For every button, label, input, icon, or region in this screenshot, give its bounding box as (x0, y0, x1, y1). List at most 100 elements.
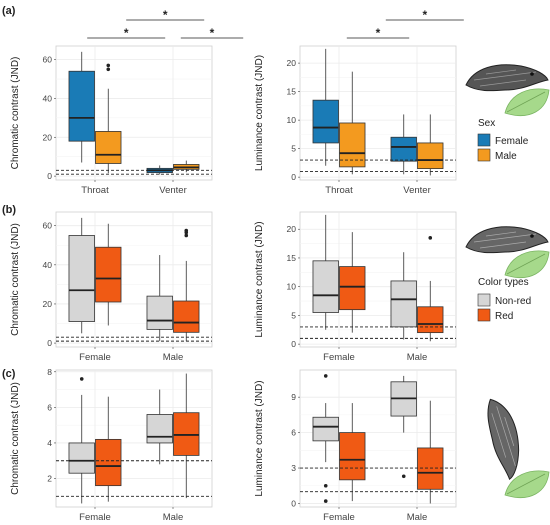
outlier-point (184, 228, 189, 233)
box-body (417, 306, 444, 334)
x-tick-label: Female (323, 512, 355, 523)
panel-label-c: (c) (2, 368, 16, 380)
chart-a-left: 0 20 40 60 Throat Venter Chromatic contrast (J… (10, 8, 244, 196)
significance-star: * (210, 26, 215, 40)
y-tick-label: 9 (291, 392, 296, 402)
y-tick-label: 3 (291, 463, 296, 473)
legend-title: Sex (478, 118, 495, 129)
box-male-throat (95, 63, 122, 174)
outlier-point (428, 236, 433, 240)
box-body (312, 99, 339, 144)
x-tick-label: Male (163, 352, 184, 363)
y-tick-label: 20 (43, 299, 53, 309)
y-tick-label: 20 (287, 224, 297, 234)
y-tick-label: 20 (287, 58, 297, 68)
x-tick-label: Male (407, 512, 428, 523)
x-tick-label: Female (79, 352, 111, 363)
y-axis-label: Luminance contrast (JND) (254, 55, 265, 171)
box-male-venter (417, 114, 444, 176)
y-tick-label: 40 (43, 260, 53, 270)
legend-swatch-female (477, 133, 491, 147)
y-axis-label: Luminance contrast (JND) (254, 380, 265, 496)
y-tick-label: 6 (47, 402, 52, 412)
chart-c-right: 0 3 6 9 Female Male Luminance contrast (JND) (254, 369, 457, 523)
box-red-female (95, 396, 122, 502)
y-tick-label: 5 (291, 144, 296, 154)
legend-color-types: Color types Non-red Red (477, 277, 531, 322)
box-red-male (417, 236, 444, 342)
box-body (339, 122, 366, 168)
box-red-male (173, 373, 200, 499)
box-red-female (339, 403, 366, 502)
x-tick-label: Venter (403, 185, 430, 196)
leaf-icon (504, 470, 550, 499)
y-tick-label: 4 (47, 438, 52, 448)
box-non-red-male (390, 252, 417, 340)
y-axis-label: Chromatic contrast (JND) (10, 223, 21, 336)
y-tick-label: 2 (47, 474, 52, 484)
box-body (95, 131, 122, 164)
box-body (390, 136, 417, 162)
outlier-point (106, 67, 111, 72)
significance-star: * (422, 8, 427, 22)
box-non-red-female (68, 377, 95, 504)
x-tick-label: Throat (325, 185, 353, 196)
legend-label-male: Male (495, 151, 517, 162)
x-tick-label: Male (407, 352, 428, 363)
chart-b-left: 0 20 40 60 Female Male Chromatic contrast (JND… (10, 211, 213, 363)
box-body (417, 142, 444, 169)
box-body (312, 416, 339, 442)
box-non-red-female (312, 374, 339, 503)
box-body (146, 295, 173, 330)
box-non-red-male (146, 255, 173, 342)
y-tick-label: 20 (43, 132, 53, 142)
box-non-red-female (312, 214, 339, 330)
leaf-icon (504, 250, 550, 279)
legend-swatch-non-red (477, 293, 491, 307)
box-red-male (173, 228, 200, 342)
y-tick-label: 8 (47, 367, 52, 377)
lizard-head-icon (487, 398, 520, 480)
box-body (95, 438, 122, 487)
y-tick-label: 60 (43, 55, 53, 65)
x-tick-label: Male (163, 512, 184, 523)
leaf-icon (504, 88, 550, 117)
y-tick-label: 15 (287, 87, 297, 97)
box-body (390, 280, 417, 328)
legend-label-red: Red (495, 311, 513, 322)
legend-swatch-male (477, 148, 491, 162)
box-body (339, 266, 366, 311)
legend-title: Color types (478, 277, 529, 288)
box-body (312, 260, 339, 313)
outlier-point (184, 233, 189, 238)
x-tick-label: Female (323, 352, 355, 363)
outlier-point (323, 499, 328, 503)
legend-swatch-red (477, 308, 491, 322)
x-tick-label: Venter (159, 185, 186, 196)
box-body (339, 432, 366, 481)
legend-label-non-red: Non-red (495, 296, 531, 307)
plots-layer: 0 20 40 60 Throat Venter Chromatic contrast (J… (10, 8, 464, 523)
panel-label-b: (b) (2, 204, 16, 216)
lizard-head-icon (465, 226, 549, 254)
box-male-venter (173, 160, 200, 173)
box-body (146, 414, 173, 444)
y-tick-label: 6 (291, 428, 296, 438)
box-female-venter (390, 114, 417, 175)
outlier-point (106, 63, 111, 68)
box-red-female (339, 232, 366, 333)
box-body (68, 70, 95, 142)
box-female-throat (312, 48, 339, 166)
y-axis-label: Chromatic contrast (JND) (10, 57, 21, 170)
box-male-throat (339, 71, 366, 175)
box-non-red-male (146, 389, 173, 465)
significance-star: * (376, 26, 381, 40)
y-tick-label: 0 (291, 498, 296, 508)
chart-c-left: 2 4 6 8 Female Male Chromatic contrast (JND) (10, 367, 213, 523)
box-body (173, 300, 200, 333)
y-tick-label: 40 (43, 93, 53, 103)
panel-label-a: (a) (2, 5, 16, 17)
outlier-point (323, 483, 328, 488)
box-body (68, 235, 95, 322)
